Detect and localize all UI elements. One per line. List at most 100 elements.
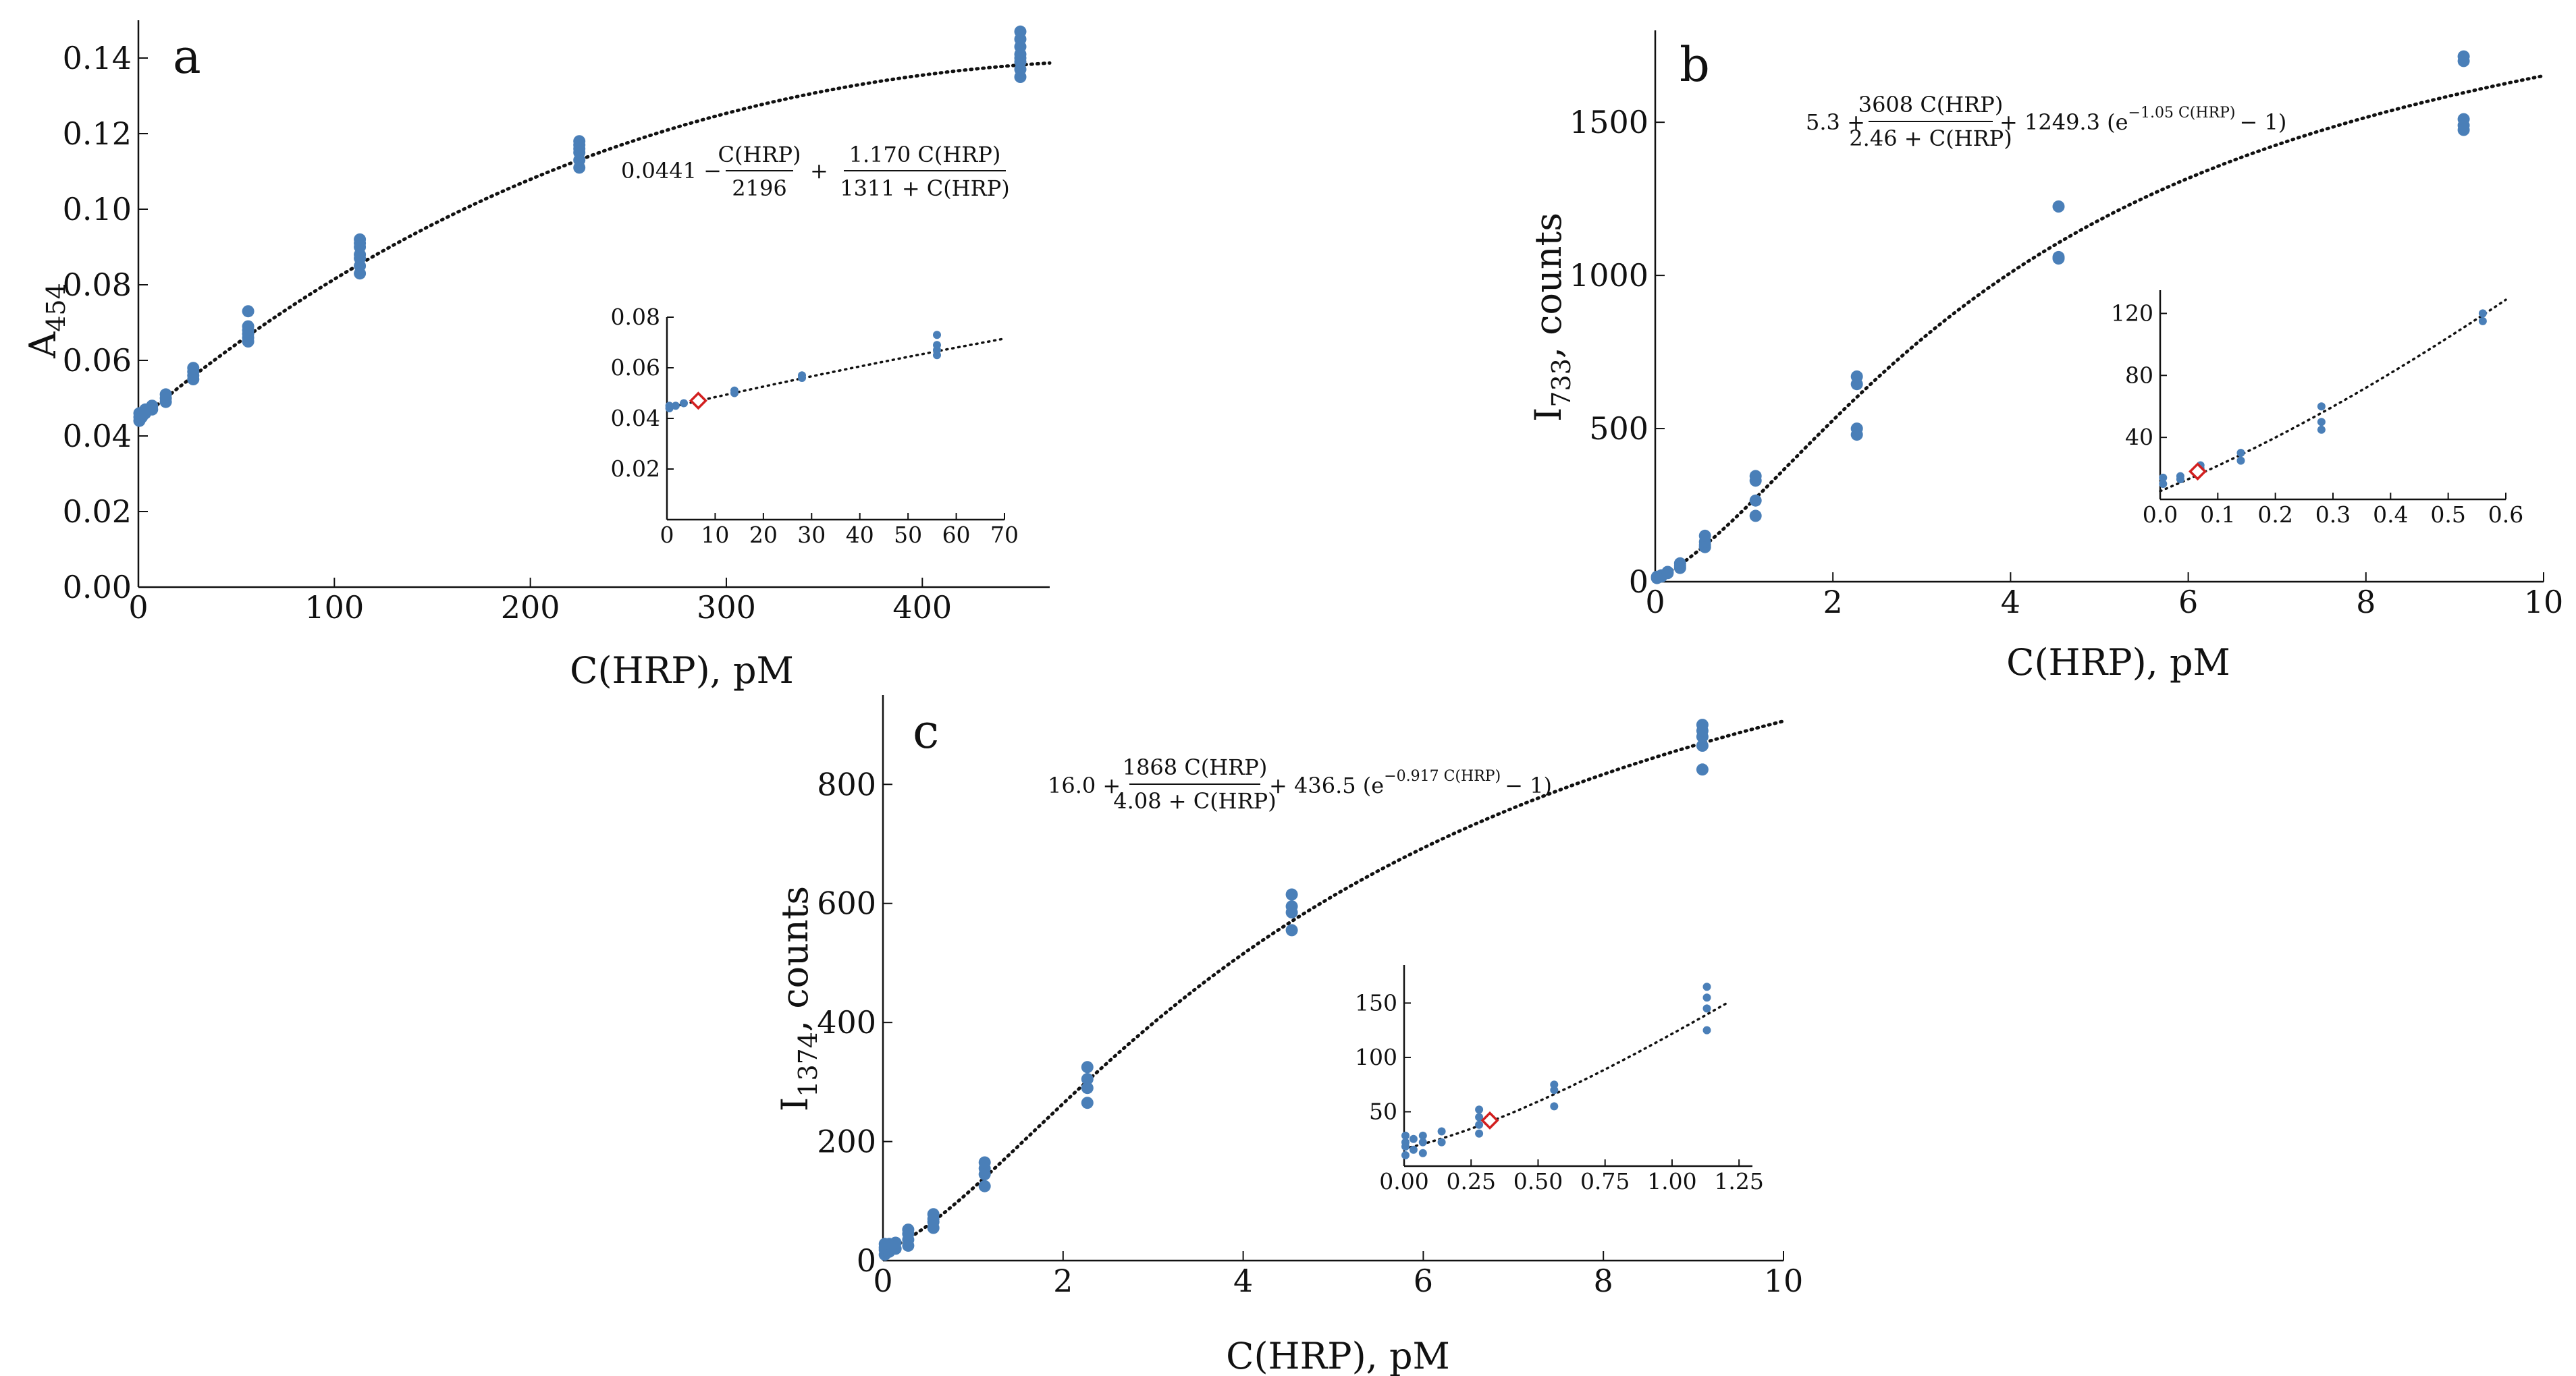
data-point-c: [927, 1208, 940, 1221]
inset-data-point-b: [2478, 309, 2487, 318]
main-b-y-tick-label: 0: [1629, 563, 1648, 600]
main-b-x-tick-label: 10: [2524, 584, 2564, 620]
svg-text:16.0 +: 16.0 +: [1048, 773, 1121, 798]
inset-data-point-c: [1475, 1105, 1484, 1114]
panel-label-a: a: [173, 29, 201, 84]
main-b-x-tick-label: 4: [2001, 584, 2020, 620]
inset-data-point-a: [933, 341, 941, 350]
svg-text:2.46 + C(HRP): 2.46 + C(HRP): [1849, 126, 2012, 151]
inset-data-point-c: [1409, 1145, 1418, 1154]
svg-text:1.170 C(HRP): 1.170 C(HRP): [849, 142, 1001, 167]
inset-a-x-tick-label: 60: [942, 522, 971, 548]
main-a-x-tick-label: 200: [501, 589, 560, 626]
x-axis-label-a: C(HRP), pM: [570, 649, 794, 692]
data-point-c: [902, 1223, 915, 1236]
inset-b-y-tick-label: 120: [2111, 300, 2153, 326]
data-point-b: [1749, 470, 1762, 483]
data-point-c: [978, 1180, 991, 1192]
data-point-c: [1285, 924, 1298, 937]
svg-text:+: +: [810, 158, 828, 184]
data-point-c: [1081, 1061, 1094, 1074]
equation-a: 0.0441 − C(HRP) 2196 + 1.170 C(HRP) 1311…: [621, 142, 1010, 201]
inset-b-x-tick-label: 0.1: [2200, 501, 2235, 528]
inset-c-y-tick-label: 100: [1355, 1044, 1397, 1070]
x-axis-label-c: C(HRP), pM: [1226, 1335, 1450, 1376]
inset-data-point-c: [1418, 1149, 1427, 1157]
inset-data-point-a: [665, 402, 674, 410]
inset-a-x-tick-label: 40: [846, 522, 874, 548]
inset-b-x-tick-label: 0.2: [2257, 501, 2292, 528]
inset-data-point-b: [2478, 317, 2487, 325]
inset-b-x-tick-label: 0.6: [2488, 501, 2523, 528]
main-c-x-tick-label: 4: [1233, 1263, 1253, 1299]
data-point-b: [1749, 494, 1762, 507]
main-b-y-tick-label: 500: [1589, 410, 1648, 447]
data-point-b: [2457, 113, 2470, 126]
inset-data-point-c: [1401, 1131, 1410, 1140]
inset-c-x-tick-label: 1.25: [1714, 1168, 1763, 1194]
data-point-b: [1850, 370, 1863, 383]
panel-label-c: c: [913, 704, 939, 759]
main-c-y-tick-label: 0: [857, 1242, 876, 1279]
svg-text:3608 C(HRP): 3608 C(HRP): [1858, 92, 2004, 117]
svg-text:+ 1249.3 (e−1.05 C(HRP)− 1): + 1249.3 (e−1.05 C(HRP) − 1): [2000, 105, 2286, 135]
inset-data-point-c: [1550, 1080, 1559, 1089]
inset-data-point-a: [671, 402, 680, 410]
data-point-c: [1696, 763, 1709, 776]
inset-c-x-tick-label: 0.00: [1379, 1168, 1428, 1194]
inset-data-point-a: [798, 371, 806, 380]
data-point-b: [2052, 200, 2065, 213]
data-point-a: [146, 400, 159, 412]
inset-data-point-b: [2159, 473, 2168, 482]
inset-data-point-c: [1401, 1151, 1410, 1159]
main-a-y-tick-label: 0.02: [63, 493, 132, 530]
inset-b-x-tick-label: 0.3: [2315, 501, 2351, 528]
data-point-c: [1081, 1097, 1094, 1109]
inset-data-point-c: [1418, 1131, 1427, 1140]
inset-b-y-tick-label: 40: [2125, 424, 2153, 450]
svg-text:0.0441 −: 0.0441 −: [621, 158, 722, 184]
inset-data-point-a: [730, 386, 739, 395]
main-c-x-tick-label: 6: [1414, 1263, 1433, 1299]
data-point-c: [978, 1156, 991, 1169]
fit-curve-a: [136, 61, 1052, 422]
detection-limit-marker-a: [689, 391, 707, 410]
inset-a-y-tick-label: 0.06: [611, 354, 660, 381]
main-a-x-tick-label: 100: [304, 589, 364, 626]
svg-text:I1374, counts: I1374, counts: [774, 886, 823, 1111]
y-axis-label-c: I1374, counts: [774, 886, 823, 1111]
main-c-y-tick-label: 200: [817, 1124, 876, 1160]
inset-c-x-tick-label: 0.25: [1446, 1168, 1495, 1194]
data-point-a: [187, 362, 200, 375]
data-point-b: [1749, 510, 1762, 522]
data-point-a: [354, 233, 367, 246]
svg-text:2196: 2196: [732, 175, 786, 201]
inset-data-point-c: [1475, 1113, 1484, 1122]
chart-panel-b: b C(HRP), pM I733, counts 5.3 + 3608 C(H…: [1527, 30, 2563, 684]
inset-b-x-tick-label: 0.4: [2373, 501, 2408, 528]
data-point-b: [1673, 557, 1686, 570]
inset-a-x-tick-label: 70: [990, 522, 1019, 548]
data-point-c: [1081, 1082, 1094, 1095]
x-axis-label-b: C(HRP), pM: [2006, 641, 2230, 684]
chart-panel-c: c C(HRP), pM I1374, counts 16.0 + 1868 C…: [774, 695, 1803, 1376]
inset-data-point-c: [1401, 1138, 1410, 1147]
chart-panel-a: a C(HRP), pM A454 0.0441 − C(HRP) 2196 +…: [22, 20, 1052, 692]
detection-limit-marker-b: [2188, 462, 2207, 481]
data-point-a: [242, 305, 254, 318]
fit-curve-b: [1653, 74, 2546, 582]
data-point-a: [573, 135, 586, 148]
inset-data-point-b: [2159, 480, 2168, 488]
inset-data-point-c: [1475, 1120, 1484, 1129]
inset-a-x-tick-label: 10: [701, 522, 729, 548]
inset-data-point-a: [680, 399, 688, 408]
main-a-x-tick-label: 400: [892, 589, 952, 626]
data-point-c: [1696, 740, 1709, 752]
inset-a-y-tick-label: 0.02: [611, 456, 660, 482]
inset-data-point-a: [933, 331, 941, 339]
svg-text:4.08 + C(HRP): 4.08 + C(HRP): [1113, 788, 1276, 814]
inset-fit-curve-c: [1403, 1002, 1727, 1150]
data-point-c: [889, 1236, 902, 1249]
main-c-x-tick-label: 10: [1764, 1263, 1804, 1299]
inset-b-x-tick-label: 0.5: [2430, 501, 2465, 528]
